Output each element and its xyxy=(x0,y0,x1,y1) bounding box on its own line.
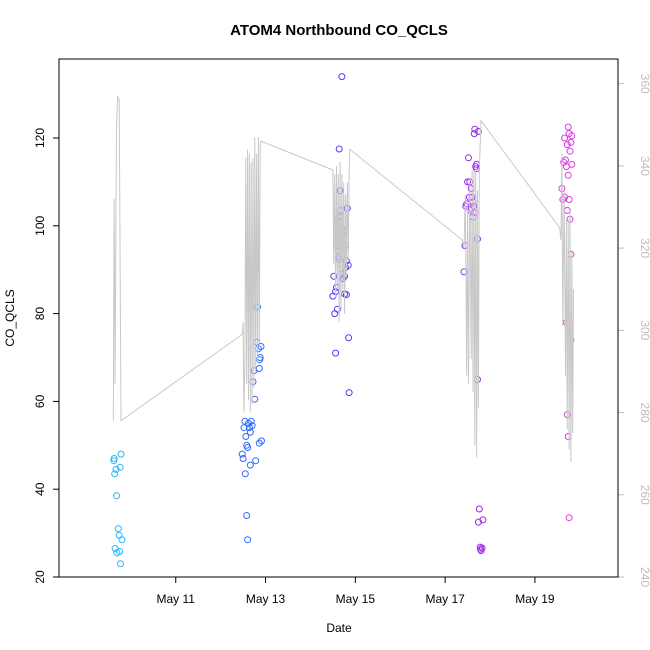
y-tick-label: 80 xyxy=(33,307,47,321)
data-point-s0-9 xyxy=(118,536,126,544)
data-point-s3-24 xyxy=(478,544,486,552)
axes-layer: May 11 May 13 May 15 May 17 May 19 20 40 60 80 10… xyxy=(33,74,650,606)
x-tick-label: May 13 xyxy=(246,592,286,606)
data-point-s4-3 xyxy=(561,134,569,142)
data-point-s3-13 xyxy=(471,125,479,133)
data-point-s2-23 xyxy=(333,305,341,313)
y2-tick-label: 280 xyxy=(638,403,650,423)
data-point-s2-19 xyxy=(345,334,353,342)
data-point-s2-20 xyxy=(345,389,353,397)
y-tick-label: 20 xyxy=(33,570,47,584)
x-tick-label: May 11 xyxy=(157,592,196,606)
y-tick-label: 120 xyxy=(33,128,47,148)
series-layer xyxy=(110,73,576,568)
data-point-s3-12 xyxy=(470,130,478,138)
data-point-s3-20 xyxy=(475,505,483,513)
data-point-s4-6 xyxy=(563,141,571,149)
data-point-s2-31 xyxy=(342,291,350,299)
data-point-s3-5 xyxy=(465,154,472,162)
data-point-s0-3 xyxy=(112,465,120,473)
data-point-s0-1 xyxy=(110,455,118,462)
y2-tick-label: 260 xyxy=(638,485,650,505)
data-point-s0-8 xyxy=(117,450,125,458)
data-point-s1-10 xyxy=(247,417,255,425)
data-point-s1-4 xyxy=(242,433,250,440)
series-line-right-axis xyxy=(112,95,574,462)
data-point-s2-11 xyxy=(338,73,346,81)
data-point-s4-23 xyxy=(568,132,576,140)
data-point-s0-5 xyxy=(114,525,122,533)
y2-tick-label: 300 xyxy=(638,320,650,340)
data-point-s1-27 xyxy=(244,536,252,544)
data-point-s0-13 xyxy=(117,560,124,568)
y2-tick-label: 360 xyxy=(638,74,650,94)
data-point-s3-4 xyxy=(464,178,472,186)
data-point-s1-0 xyxy=(238,450,246,458)
data-point-s1-19 xyxy=(255,365,263,372)
y2-tick-label: 240 xyxy=(638,567,650,587)
data-point-s1-25 xyxy=(241,470,249,478)
data-point-s2-3 xyxy=(332,349,340,357)
data-point-s4-9 xyxy=(566,147,574,155)
y-tick-label: 100 xyxy=(33,215,47,235)
y-tick-label: 40 xyxy=(33,482,47,496)
chart-title: ATOM4 Northbound CO_QCLS xyxy=(230,22,448,39)
x-tick-label: May 15 xyxy=(336,592,376,606)
data-point-s4-11 xyxy=(568,160,576,168)
data-point-s1-29 xyxy=(246,428,254,436)
data-point-s4-4 xyxy=(562,156,569,164)
y2-tick-label: 320 xyxy=(638,238,650,258)
data-point-s1-11 xyxy=(248,422,256,430)
data-point-s1-1 xyxy=(239,455,247,462)
data-point-s4-15 xyxy=(564,171,572,179)
data-point-s1-26 xyxy=(243,512,251,519)
y-axis-label: CO_QCLS xyxy=(3,289,17,346)
data-point-s3-17 xyxy=(474,127,482,135)
x-axis-label: Date xyxy=(326,621,352,635)
data-point-s0-4 xyxy=(113,492,120,500)
data-point-s3-25 xyxy=(479,516,487,524)
data-point-s1-2 xyxy=(240,424,248,432)
x-tick-label: May 17 xyxy=(425,592,465,606)
data-point-s2-8 xyxy=(335,145,343,153)
data-point-s1-24 xyxy=(255,439,263,447)
data-point-s4-7 xyxy=(564,123,572,131)
data-point-s4-20 xyxy=(565,514,573,522)
data-point-s1-28 xyxy=(252,457,260,465)
data-point-s0-12 xyxy=(116,548,124,555)
data-point-s4-10 xyxy=(567,138,575,146)
y-tick-label: 60 xyxy=(33,394,47,408)
plot-frame xyxy=(58,58,619,578)
data-point-s1-6 xyxy=(244,444,252,451)
data-point-s0-7 xyxy=(116,463,124,471)
data-point-s1-23 xyxy=(258,437,265,445)
x-tick-label: May 19 xyxy=(515,592,555,606)
data-point-s2-1 xyxy=(330,272,338,280)
y2-tick-label: 340 xyxy=(638,156,650,176)
data-point-s1-9 xyxy=(246,461,254,469)
data-point-s0-2 xyxy=(111,470,119,478)
